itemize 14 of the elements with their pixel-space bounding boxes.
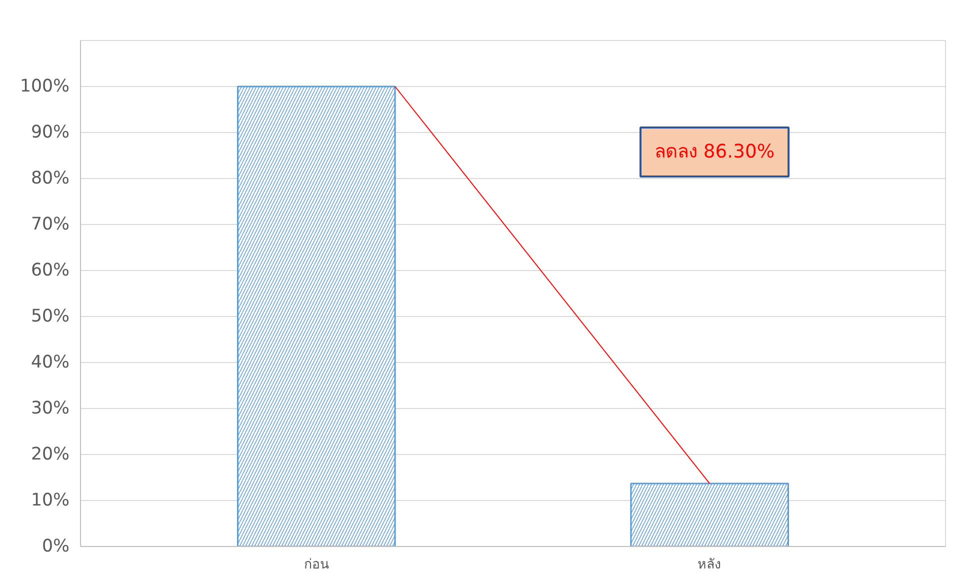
y-tick-label: 60% — [30, 260, 70, 280]
y-tick-label: 100% — [20, 76, 70, 96]
y-tick-label: 10% — [30, 490, 70, 510]
x-tick-label: ก่อน — [304, 558, 329, 572]
y-tick-label: 30% — [30, 398, 70, 418]
y-tick-label: 40% — [30, 352, 70, 372]
y-tick-label: 50% — [30, 306, 70, 326]
y-tick-label: 20% — [30, 444, 70, 464]
y-tick-label: 70% — [30, 214, 70, 234]
y-tick-label: 0% — [42, 536, 70, 556]
y-tick-label: 90% — [30, 122, 70, 142]
y-tick-label: 80% — [30, 168, 70, 188]
annotation: ลดลง 86.30% — [654, 142, 775, 162]
x-tick-label: หลัง — [698, 558, 722, 572]
